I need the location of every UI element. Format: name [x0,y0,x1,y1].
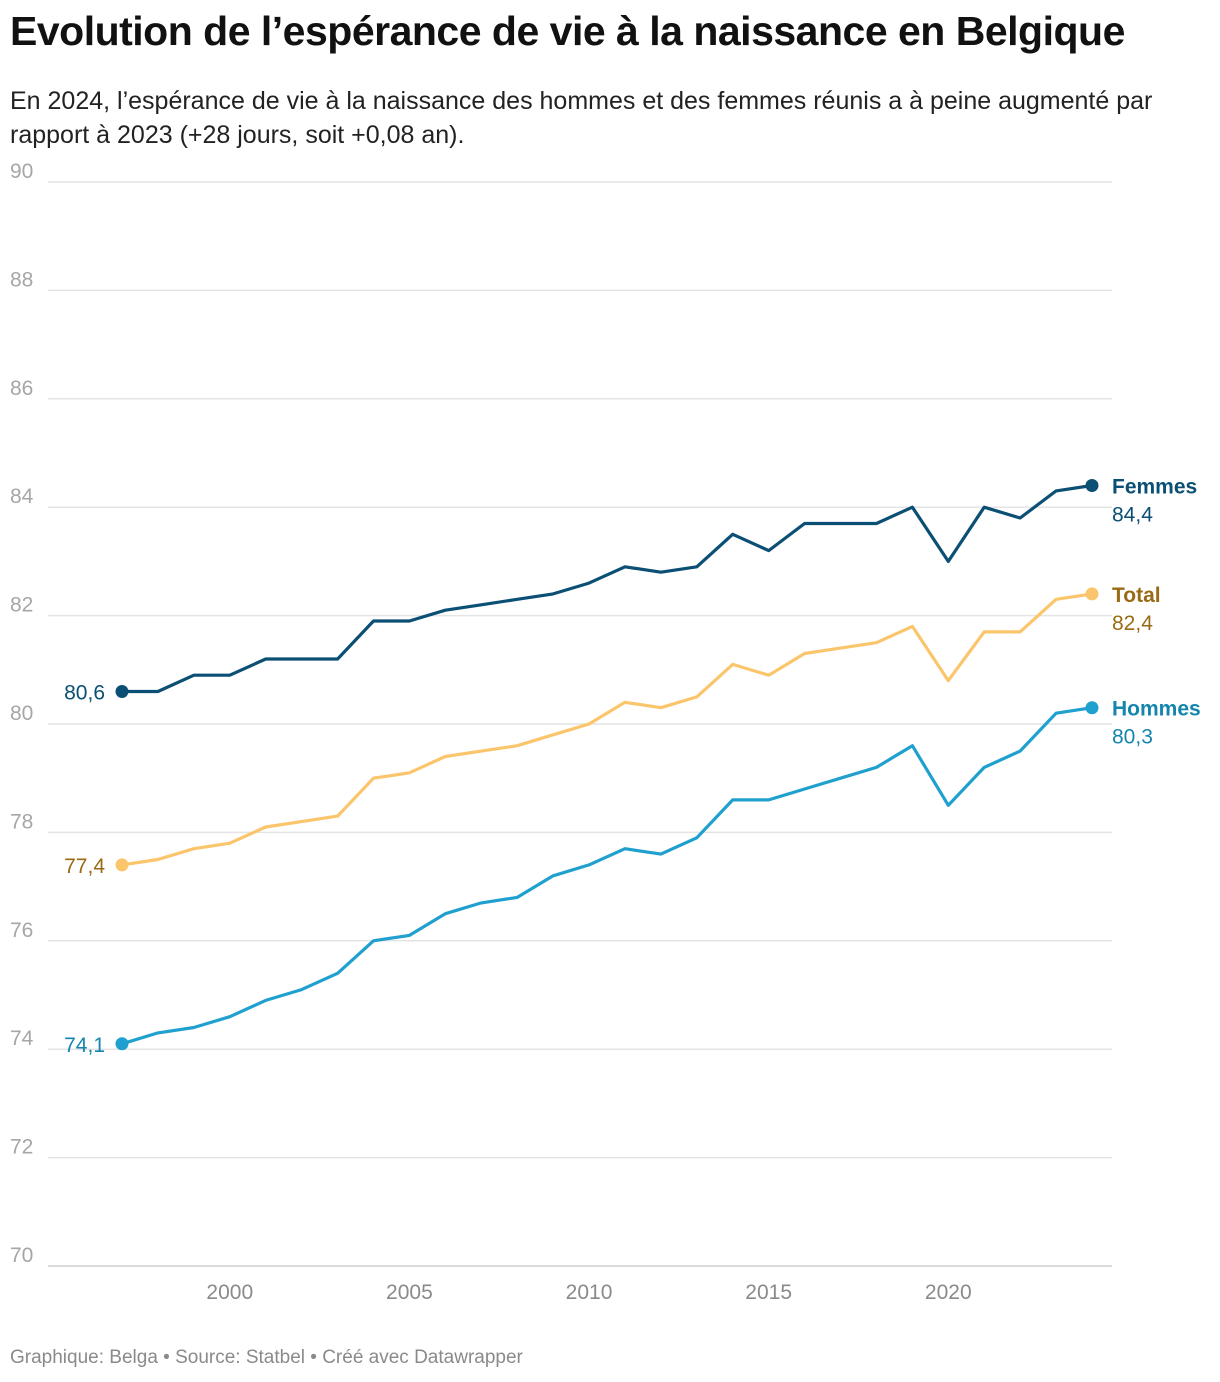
chart-title: Evolution de l’espérance de vie à la nai… [10,8,1125,54]
series-lines [115,479,1099,1051]
x-axis-ticks: 2000 2005 2010 2015 2020 [206,1281,971,1304]
y-tick-label: 90 [10,160,33,183]
start-point-hommes [115,1037,129,1051]
start-value-label-hommes: 74,1 [64,1034,105,1057]
y-tick-label: 84 [10,485,34,508]
start-point-total [115,858,129,872]
start-value-label-femmes: 80,6 [64,681,105,704]
y-tick-label: 86 [10,377,33,400]
y-tick-label: 80 [10,702,33,725]
series-name-label-total: Total [1112,584,1161,607]
end-point-femmes [1085,479,1099,493]
chart-footer: Graphique: Belga • Source: Statbel • Cré… [10,1347,523,1368]
x-tick-label: 2010 [566,1281,613,1304]
end-value-label-femmes: 84,4 [1112,504,1153,527]
y-tick-label: 74 [10,1027,34,1050]
end-point-hommes [1085,701,1099,715]
y-tick-label: 72 [10,1136,33,1159]
series-line-total [120,592,1094,867]
x-tick-label: 2000 [206,1281,253,1304]
start-value-label-total: 77,4 [64,855,105,878]
y-axis-ticks: 70 72 74 76 78 80 82 84 86 88 90 [10,160,34,1267]
y-tick-label: 82 [10,594,33,617]
y-tick-label: 76 [10,919,33,942]
chart-subtitle: En 2024, l’espérance de vie à la naissan… [10,87,1153,149]
gridlines [48,181,1112,1267]
series-name-label-hommes: Hommes [1112,698,1201,721]
end-point-total [1085,587,1099,601]
series-name-label-femmes: Femmes [1112,476,1197,499]
y-tick-label: 78 [10,810,33,833]
end-value-label-total: 82,4 [1112,612,1153,635]
y-tick-label: 88 [10,268,33,291]
end-value-label-hommes: 80,3 [1112,726,1153,749]
series-labels: 80,6 Femmes 84,4 77,4 Total 82,4 74,1 Hommes 80,… [64,476,1201,1057]
x-tick-label: 2020 [925,1281,972,1304]
y-tick-label: 70 [10,1244,33,1267]
series-line-femmes [120,483,1094,694]
series-line-hommes [120,706,1094,1046]
x-tick-label: 2015 [745,1281,792,1304]
x-tick-label: 2005 [386,1281,433,1304]
start-point-femmes [115,684,129,698]
